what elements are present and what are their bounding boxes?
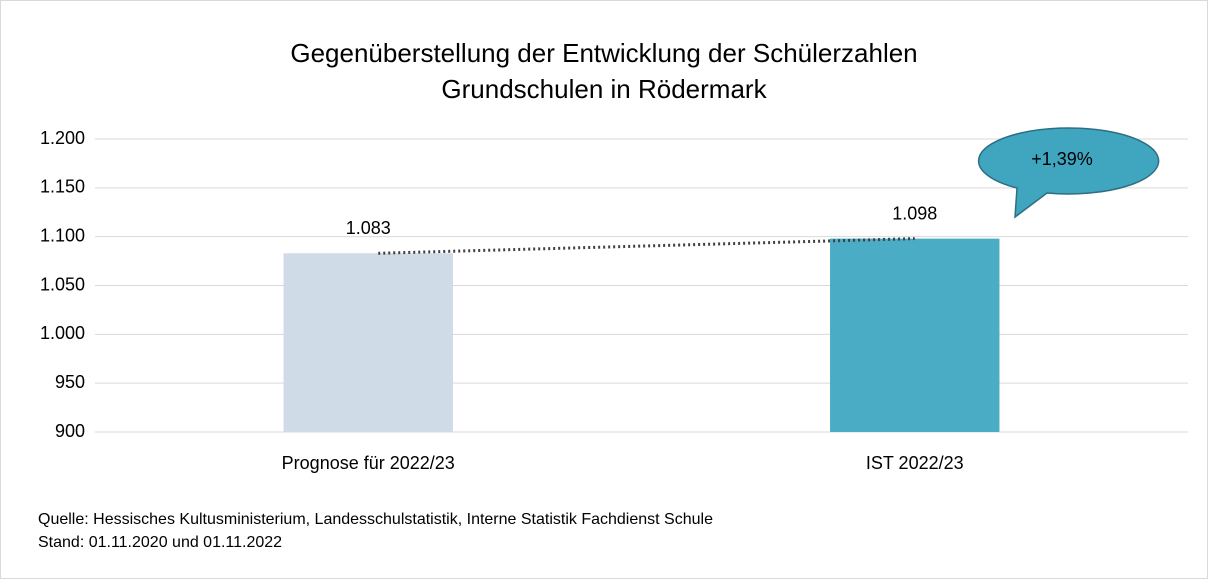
- y-tick-label: 1.150: [40, 177, 85, 197]
- source-note: Quelle: Hessisches Kultusministerium, La…: [38, 511, 713, 528]
- data-label: 1.098: [892, 203, 937, 223]
- date-note: Stand: 01.11.2020 und 01.11.2022: [38, 534, 282, 551]
- bar: [830, 238, 1000, 432]
- chart-title: Gegenüberstellung der Entwicklung der Sc…: [290, 38, 917, 68]
- y-tick-label: 1.050: [40, 274, 85, 294]
- y-tick-label: 1.100: [40, 225, 85, 245]
- x-tick-label: Prognose für 2022/23: [282, 453, 455, 473]
- y-tick-label: 900: [55, 421, 85, 441]
- x-tick-label: IST 2022/23: [866, 453, 964, 473]
- callout-bubble: [977, 127, 1160, 219]
- y-tick-label: 1.000: [40, 323, 85, 343]
- y-tick-label: 1.200: [40, 128, 85, 148]
- bar: [283, 253, 453, 432]
- data-label: 1.083: [346, 218, 391, 238]
- y-tick-label: 950: [55, 372, 85, 392]
- callout-text: +1,39%: [1031, 149, 1093, 169]
- chart-subtitle: Grundschulen in Rödermark: [441, 74, 767, 104]
